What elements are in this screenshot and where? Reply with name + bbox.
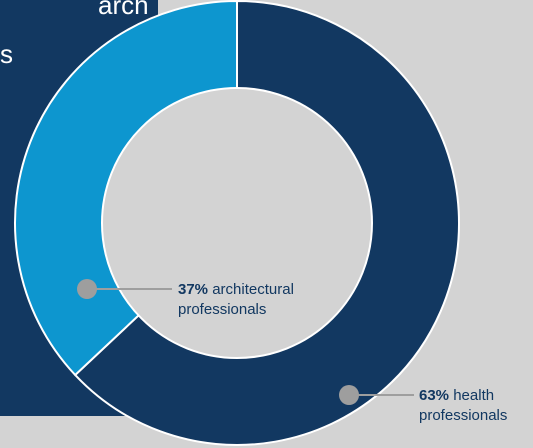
- side-panel-heading-line1: arch: [98, 0, 149, 20]
- callout-dot-architectural: [77, 279, 97, 299]
- label-architectural-desc-2: professionals: [178, 301, 267, 318]
- label-architectural: 37% architectural professionals: [178, 280, 294, 320]
- label-architectural-value: 37%: [178, 281, 209, 298]
- callout-dot-health: [339, 385, 359, 405]
- label-health-value: 63%: [419, 387, 450, 404]
- label-health-desc: health: [453, 387, 495, 404]
- label-health-desc-2: professionals: [419, 407, 508, 424]
- side-panel-heading-line2: s: [0, 39, 13, 69]
- donut-center: [101, 87, 373, 359]
- label-health: 63% health professionals: [419, 386, 507, 426]
- label-architectural-desc: architectural: [212, 281, 294, 298]
